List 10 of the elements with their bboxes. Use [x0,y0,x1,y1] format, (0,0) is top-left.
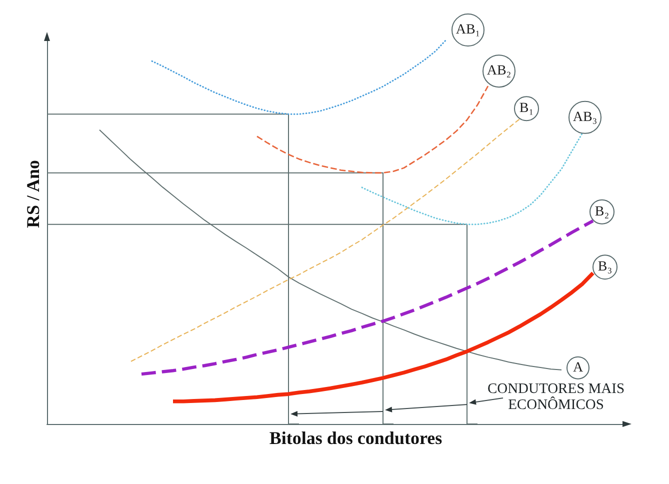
series-label: B₁ [519,101,534,116]
x-axis-title: Bitolas dos condutores [269,428,442,448]
series-label: B₃ [598,260,612,275]
series-label: A [572,360,584,376]
series-label: B₂ [594,204,610,220]
series-label: AB₁ [456,22,480,38]
series-label: AB₃ [572,110,598,125]
annotation: CONDUTORES MAIS ECONÔMICOS [486,381,626,413]
y-axis-title: RS / Ano [23,160,43,228]
series-label: AB₂ [486,64,512,79]
